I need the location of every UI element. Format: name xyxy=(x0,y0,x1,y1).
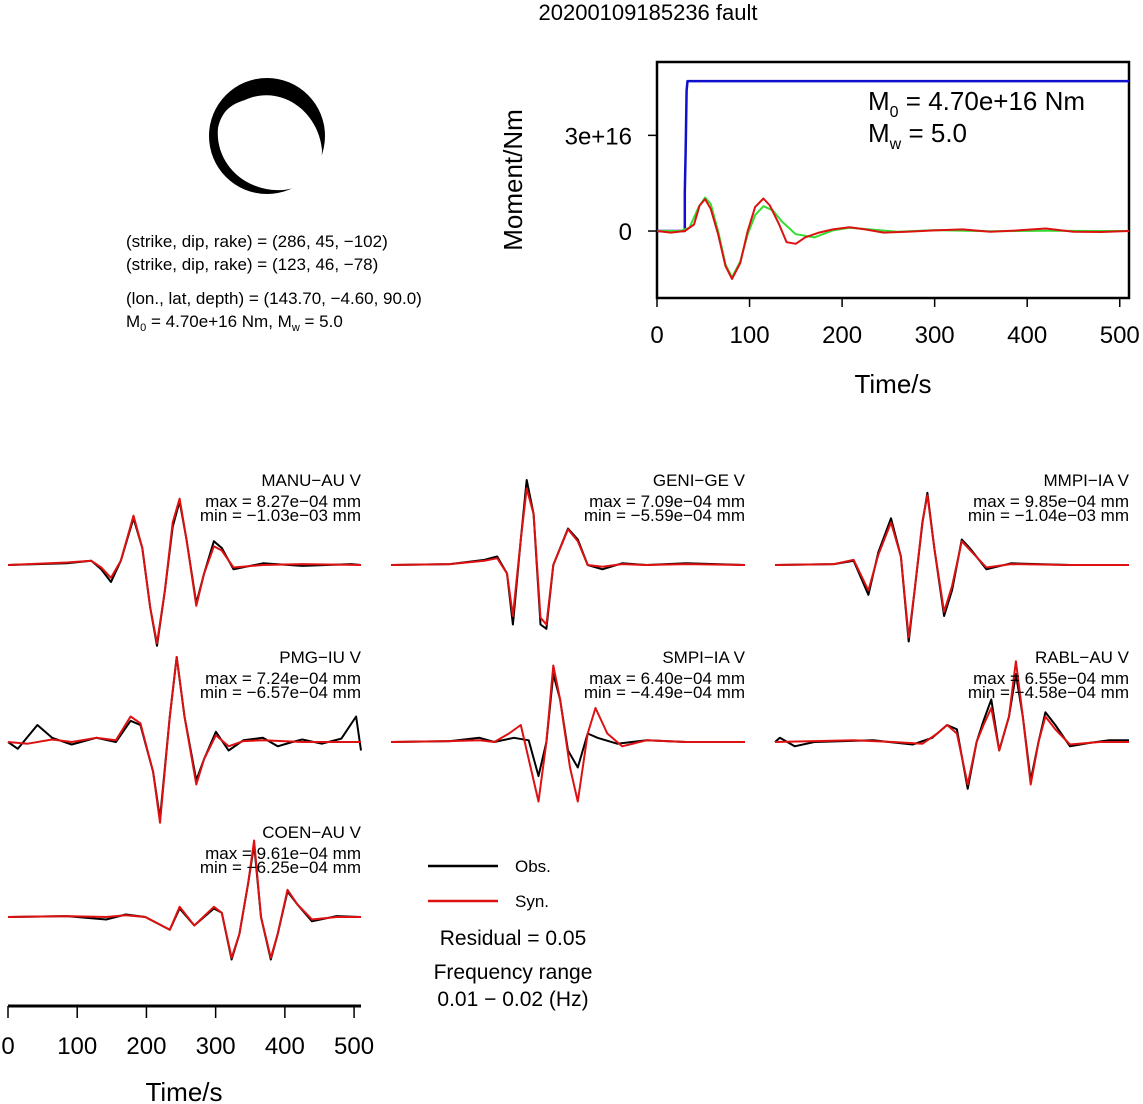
moment-x-tick-label: 100 xyxy=(730,322,770,349)
synthetic-waveform xyxy=(390,487,746,626)
station-max: max = 9.61e−04 mm xyxy=(205,844,361,863)
residual-label: Residual = 0.05 xyxy=(440,927,587,950)
waveform-x-tick-label: 0 xyxy=(1,1033,14,1060)
station-name: COEN−AU V xyxy=(262,823,361,842)
synthetic-waveform xyxy=(7,839,361,959)
waveform-x-tick-label: 300 xyxy=(196,1033,236,1060)
moment-x-tick-label: 200 xyxy=(822,322,862,349)
station-max: max = 7.24e−04 mm xyxy=(205,669,361,688)
moment-summary: M0 = 4.70e+16 Nm, Mw = 5.0 xyxy=(126,312,343,334)
frequency-range-value: 0.01 − 0.02 (Hz) xyxy=(437,988,588,1011)
station-min: min = −4.58e−04 mm xyxy=(968,683,1129,702)
station-name: RABL−AU V xyxy=(1035,648,1130,667)
waveform-x-tick-label: 200 xyxy=(126,1033,166,1060)
moment-x-tick-label: 0 xyxy=(650,322,663,349)
station-name: MANU−AU V xyxy=(261,471,361,490)
moment-y-axis-label: Moment/Nm xyxy=(498,109,528,251)
synthetic-waveform xyxy=(774,660,1129,786)
station-min: min = −5.59e−04 mm xyxy=(584,506,745,525)
legend: Obs. Syn. xyxy=(428,857,551,911)
station-max: max = 6.55e−04 mm xyxy=(973,669,1129,688)
synthetic-waveform xyxy=(774,494,1129,639)
station-max: max = 9.85e−04 mm xyxy=(973,492,1129,511)
nodal-plane-2: (strike, dip, rake) = (123, 46, −78) xyxy=(126,255,378,274)
station-name: GENI−GE V xyxy=(653,471,746,490)
waveform-time-axis: 0 100 200 300 400 500 xyxy=(1,1004,374,1060)
moment-x-tick-label: 300 xyxy=(915,322,955,349)
station-min: min = −4.49e−04 mm xyxy=(584,683,745,702)
focal-mechanism-beachball xyxy=(209,78,325,194)
moment-m0-annotation: M0 = 4.70e+16 Nm xyxy=(868,86,1085,121)
moment-y-tick-label: 0 xyxy=(619,219,632,246)
moment-y-tick-label: 3e+16 xyxy=(565,123,632,150)
moment-mw-annotation: Mw = 5.0 xyxy=(868,118,967,153)
event-location: (lon., lat, depth) = (143.70, −4.60, 90.… xyxy=(126,289,422,308)
moment-series-line xyxy=(657,196,1129,279)
station-max: max = 6.40e−04 mm xyxy=(589,669,745,688)
moment-series xyxy=(656,79,1130,280)
synthetic-waveform xyxy=(7,497,362,645)
station-min: min = −6.25e−04 mm xyxy=(200,858,361,877)
moment-x-tick-label: 500 xyxy=(1100,322,1140,349)
station-min: min = −1.04e−03 mm xyxy=(968,506,1129,525)
station-max: max = 7.09e−04 mm xyxy=(589,492,745,511)
synthetic-waveform xyxy=(7,656,361,824)
station-min: min = −6.57e−04 mm xyxy=(200,683,361,702)
waveform-x-tick-label: 400 xyxy=(265,1033,305,1060)
moment-plot-frame xyxy=(655,60,1131,300)
synthetic-waveform xyxy=(390,664,745,803)
moment-series-line xyxy=(656,197,1130,280)
station-name: PMG−IU V xyxy=(279,648,361,667)
waveform-x-tick-label: 500 xyxy=(334,1033,374,1060)
waveform-x-tick-label: 100 xyxy=(57,1033,97,1060)
station-max: max = 8.27e−04 mm xyxy=(205,492,361,511)
legend-syn-label: Syn. xyxy=(515,892,549,911)
legend-obs-label: Obs. xyxy=(515,857,551,876)
moment-x-tick-label: 400 xyxy=(1007,322,1047,349)
frequency-range-title: Frequency range xyxy=(434,961,593,984)
nodal-plane-1: (strike, dip, rake) = (286, 45, −102) xyxy=(126,232,388,251)
station-name: SMPI−IA V xyxy=(662,648,745,667)
moment-axes: 0 100 200 300 400 500 0 3e+16 xyxy=(565,123,1140,349)
station-min: min = −1.03e−03 mm xyxy=(200,506,361,525)
waveform-x-axis-label: Time/s xyxy=(145,1077,222,1104)
moment-x-axis-label: Time/s xyxy=(854,369,931,399)
figure-title: 20200109185236 fault xyxy=(539,0,758,25)
station-name: MMPI−IA V xyxy=(1044,471,1130,490)
